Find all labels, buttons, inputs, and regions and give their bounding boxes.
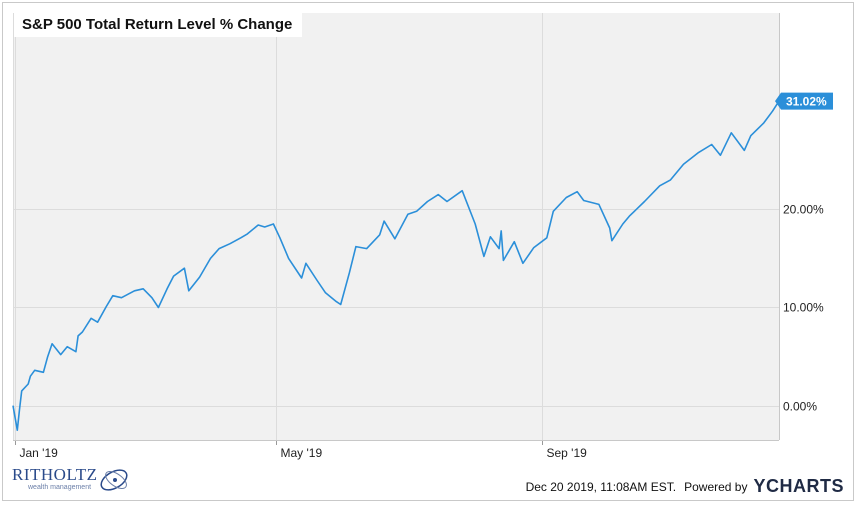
ritholtz-logo: RITHOLTZ wealth management bbox=[10, 462, 140, 498]
series-layer bbox=[12, 100, 780, 432]
swirl-icon bbox=[100, 469, 128, 491]
plot-area bbox=[13, 13, 779, 440]
chart-title: S&P 500 Total Return Level % Change bbox=[14, 13, 303, 37]
x-tick-label: Jan '19 bbox=[20, 446, 59, 460]
x-tick-label: May '19 bbox=[281, 446, 323, 460]
logo-tagline: wealth management bbox=[28, 484, 92, 491]
ycharts-logo[interactable]: YCHARTS bbox=[753, 476, 844, 496]
axes bbox=[13, 13, 780, 445]
last-value-badge bbox=[775, 92, 833, 110]
footer: Dec 20 2019, 11:08AM EST. Powered by YCH… bbox=[526, 476, 844, 497]
logo-wordmark: RITHOLTZ bbox=[12, 465, 98, 484]
labels: 0.00% 10.00% 20.00% Jan '19 May '19 Sep '19 31… bbox=[20, 92, 833, 460]
y-tick-label: 10.00% bbox=[783, 301, 824, 315]
last-value-label: 31.02% bbox=[786, 95, 827, 109]
y-tick-label: 0.00% bbox=[783, 400, 817, 414]
timestamp: Dec 20 2019, 11:08AM EST. bbox=[525, 479, 677, 494]
gridlines bbox=[13, 13, 779, 440]
y-tick-label: 20.00% bbox=[783, 203, 824, 217]
series-line bbox=[12, 100, 780, 432]
powered-by-text: Powered by bbox=[684, 479, 748, 494]
x-tick-label: Sep '19 bbox=[547, 446, 588, 460]
